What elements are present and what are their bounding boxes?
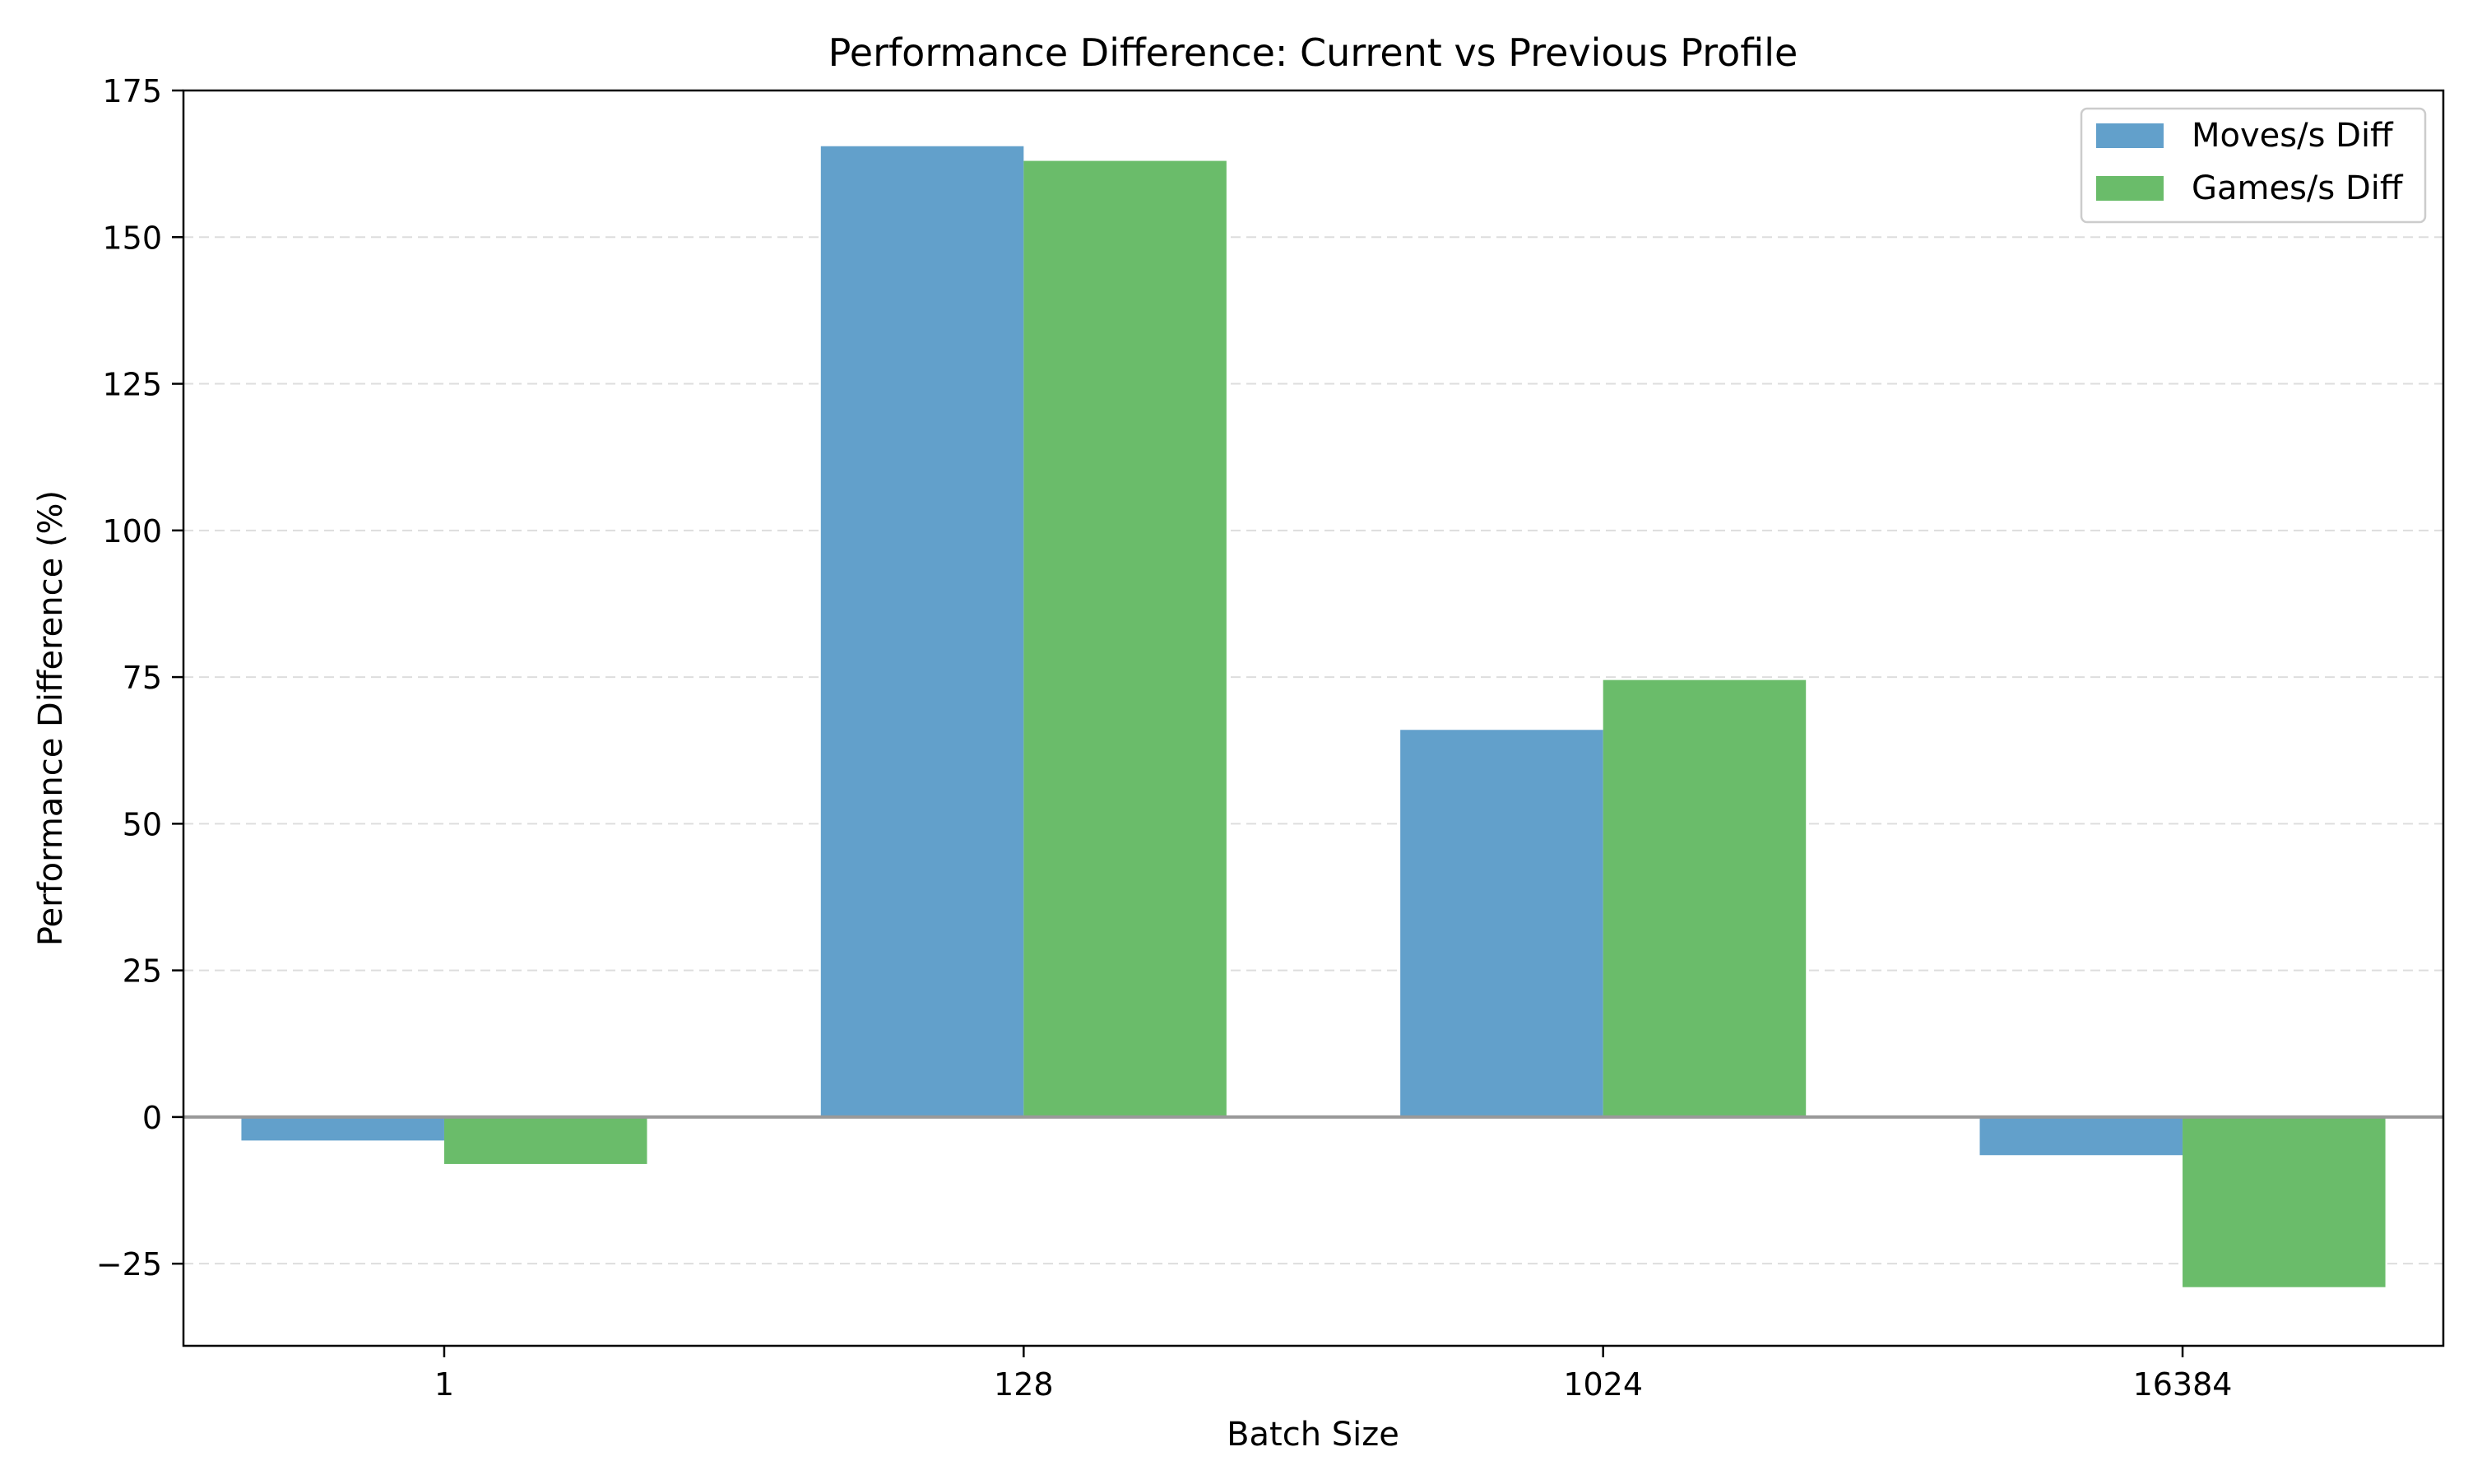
legend-label-moves: Moves/s Diff (2192, 117, 2394, 155)
bar-moves-1024 (1400, 730, 1603, 1117)
bar-moves-1 (241, 1116, 444, 1141)
x-axis-label: Batch Size (1227, 1416, 1399, 1454)
y-tick-label: 150 (102, 220, 162, 256)
legend: Moves/s Diff Games/s Diff (2080, 107, 2427, 224)
y-tick-label: 100 (102, 513, 162, 550)
legend-swatch-moves (2096, 123, 2164, 148)
y-axis-label: Performance Difference (%) (32, 490, 70, 946)
x-tick-label: 16384 (2133, 1366, 2233, 1403)
x-tick-label: 1024 (1563, 1366, 1643, 1403)
bar-moves-128 (820, 146, 1024, 1117)
bar-games-16384 (2183, 1116, 2386, 1287)
y-tick-label: 0 (142, 1100, 162, 1136)
legend-label-games: Games/s Diff (2192, 169, 2404, 207)
legend-box (2080, 107, 2427, 224)
plot-frame (182, 89, 2445, 1347)
x-tick-label: 1 (434, 1366, 454, 1403)
y-tick-label: 25 (123, 953, 162, 990)
legend-swatch-games (2096, 176, 2164, 201)
y-tick-label: −25 (96, 1246, 162, 1282)
x-axis-ticks: 1 128 1024 16384 (434, 1346, 2233, 1403)
bars (241, 146, 2386, 1287)
y-tick-label: 125 (102, 367, 162, 403)
bar-games-1 (443, 1116, 647, 1164)
y-tick-label: 75 (123, 660, 162, 696)
y-axis-ticks: −25 0 25 50 75 100 125 150 175 (96, 73, 183, 1282)
x-tick-label: 128 (994, 1366, 1054, 1403)
y-tick-label: 175 (102, 73, 162, 109)
bar-games-128 (1023, 160, 1227, 1117)
bar-games-1024 (1603, 679, 1807, 1117)
y-tick-label: 50 (123, 806, 162, 842)
chart-title: Performance Difference: Current vs Previ… (828, 30, 1798, 75)
bar-moves-16384 (1979, 1116, 2183, 1156)
